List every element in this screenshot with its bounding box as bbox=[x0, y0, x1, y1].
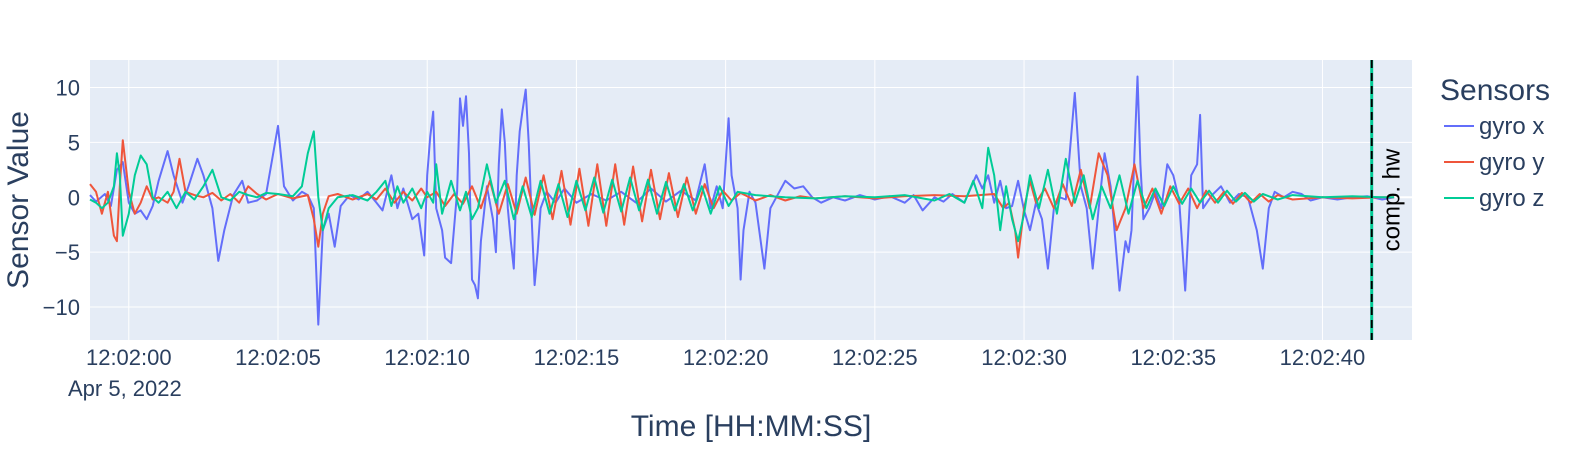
y-tick-label-1: 5 bbox=[68, 130, 80, 155]
x-tick-label-4: 12:02:20 bbox=[683, 345, 769, 370]
legend-label-0: gyro x bbox=[1479, 113, 1544, 140]
y-axis-title: Sensor Value bbox=[2, 111, 35, 289]
legend: Sensors gyro x gyro y gyro z bbox=[1440, 74, 1550, 212]
x-tick-label-7: 12:02:35 bbox=[1130, 345, 1216, 370]
x-axis-title: Time [HH:MM:SS] bbox=[631, 410, 872, 443]
series-lines bbox=[89, 75, 1395, 326]
y-tick-labels: 10 5 0 −5 −10 bbox=[43, 75, 80, 320]
date-label: Apr 5, 2022 bbox=[68, 376, 182, 401]
y-tick-label-2: 0 bbox=[68, 185, 80, 210]
y-tick-label-0: 10 bbox=[56, 75, 80, 100]
legend-label-2: gyro z bbox=[1479, 185, 1544, 212]
x-tick-label-2: 12:02:10 bbox=[384, 345, 470, 370]
y-tick-label-3: −5 bbox=[55, 240, 80, 265]
annotations: comp. hw bbox=[1370, 60, 1406, 340]
x-tick-label-8: 12:02:40 bbox=[1280, 345, 1366, 370]
x-tick-labels: 12:02:00 12:02:05 12:02:10 12:02:15 12:02:20… bbox=[86, 345, 1365, 370]
x-tick-label-1: 12:02:05 bbox=[235, 345, 321, 370]
x-tick-label-6: 12:02:30 bbox=[981, 345, 1067, 370]
x-tick-label-3: 12:02:15 bbox=[534, 345, 620, 370]
series-line-gyro-z bbox=[89, 130, 1395, 243]
legend-label-1: gyro y bbox=[1479, 149, 1544, 176]
x-tick-label-5: 12:02:25 bbox=[832, 345, 918, 370]
legend-items: gyro x gyro y gyro z bbox=[1444, 113, 1544, 212]
legend-title: Sensors bbox=[1440, 74, 1550, 107]
x-tick-label-0: 12:02:00 bbox=[86, 345, 172, 370]
vline-label-0: comp. hw bbox=[1379, 148, 1406, 251]
y-tick-label-4: −10 bbox=[43, 295, 80, 320]
